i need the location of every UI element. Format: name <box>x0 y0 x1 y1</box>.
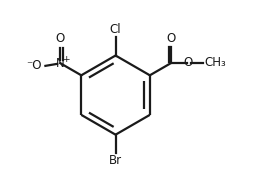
Text: +: + <box>62 55 69 64</box>
Text: Br: Br <box>109 154 122 167</box>
Text: CH₃: CH₃ <box>204 56 226 69</box>
Text: O: O <box>56 32 65 45</box>
Text: N: N <box>56 57 65 70</box>
Text: ⁻O: ⁻O <box>26 59 42 72</box>
Text: O: O <box>184 56 193 69</box>
Text: O: O <box>166 32 176 45</box>
Text: Cl: Cl <box>110 23 121 36</box>
